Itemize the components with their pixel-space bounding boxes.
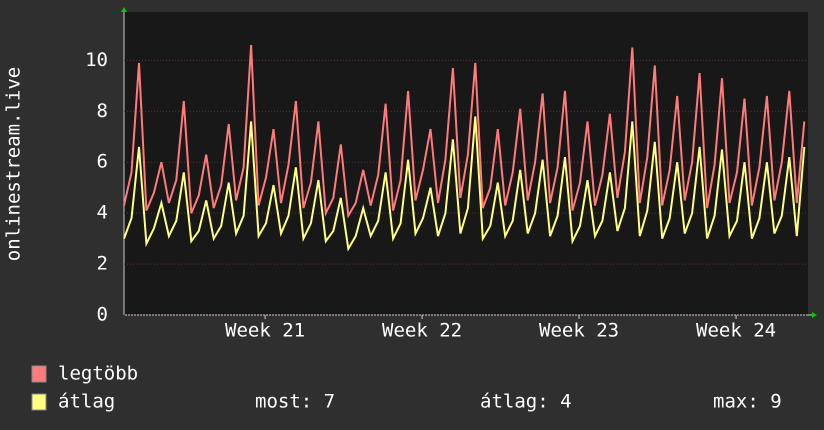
stat-label: átlag: 4: [480, 391, 572, 413]
y-tick-label: 8: [97, 100, 108, 122]
y-tick-label: 0: [97, 304, 108, 326]
y-tick-label: 4: [97, 202, 108, 224]
stat-label: most: 7: [255, 391, 335, 413]
legend-label: legtöbb: [58, 363, 138, 385]
legend-swatch: [31, 365, 47, 383]
y-axis-label: onlinestream.live: [3, 67, 25, 261]
y-tick-label: 6: [97, 151, 108, 173]
x-tick-label: Week 22: [382, 320, 462, 342]
x-tick-label: Week 21: [225, 320, 305, 342]
legend-label: átlag: [58, 391, 115, 413]
axis-arrow: [812, 312, 817, 318]
axis-arrow: [121, 7, 127, 12]
series-line: [123, 116, 806, 252]
y-tick-label: 10: [85, 49, 108, 71]
x-tick-label: Week 24: [696, 320, 776, 342]
series-line: [123, 45, 806, 219]
y-tick-label: 2: [97, 253, 108, 275]
legend-swatch: [31, 393, 47, 411]
x-tick-label: Week 23: [539, 320, 619, 342]
stat-label: max: 9: [713, 391, 782, 413]
